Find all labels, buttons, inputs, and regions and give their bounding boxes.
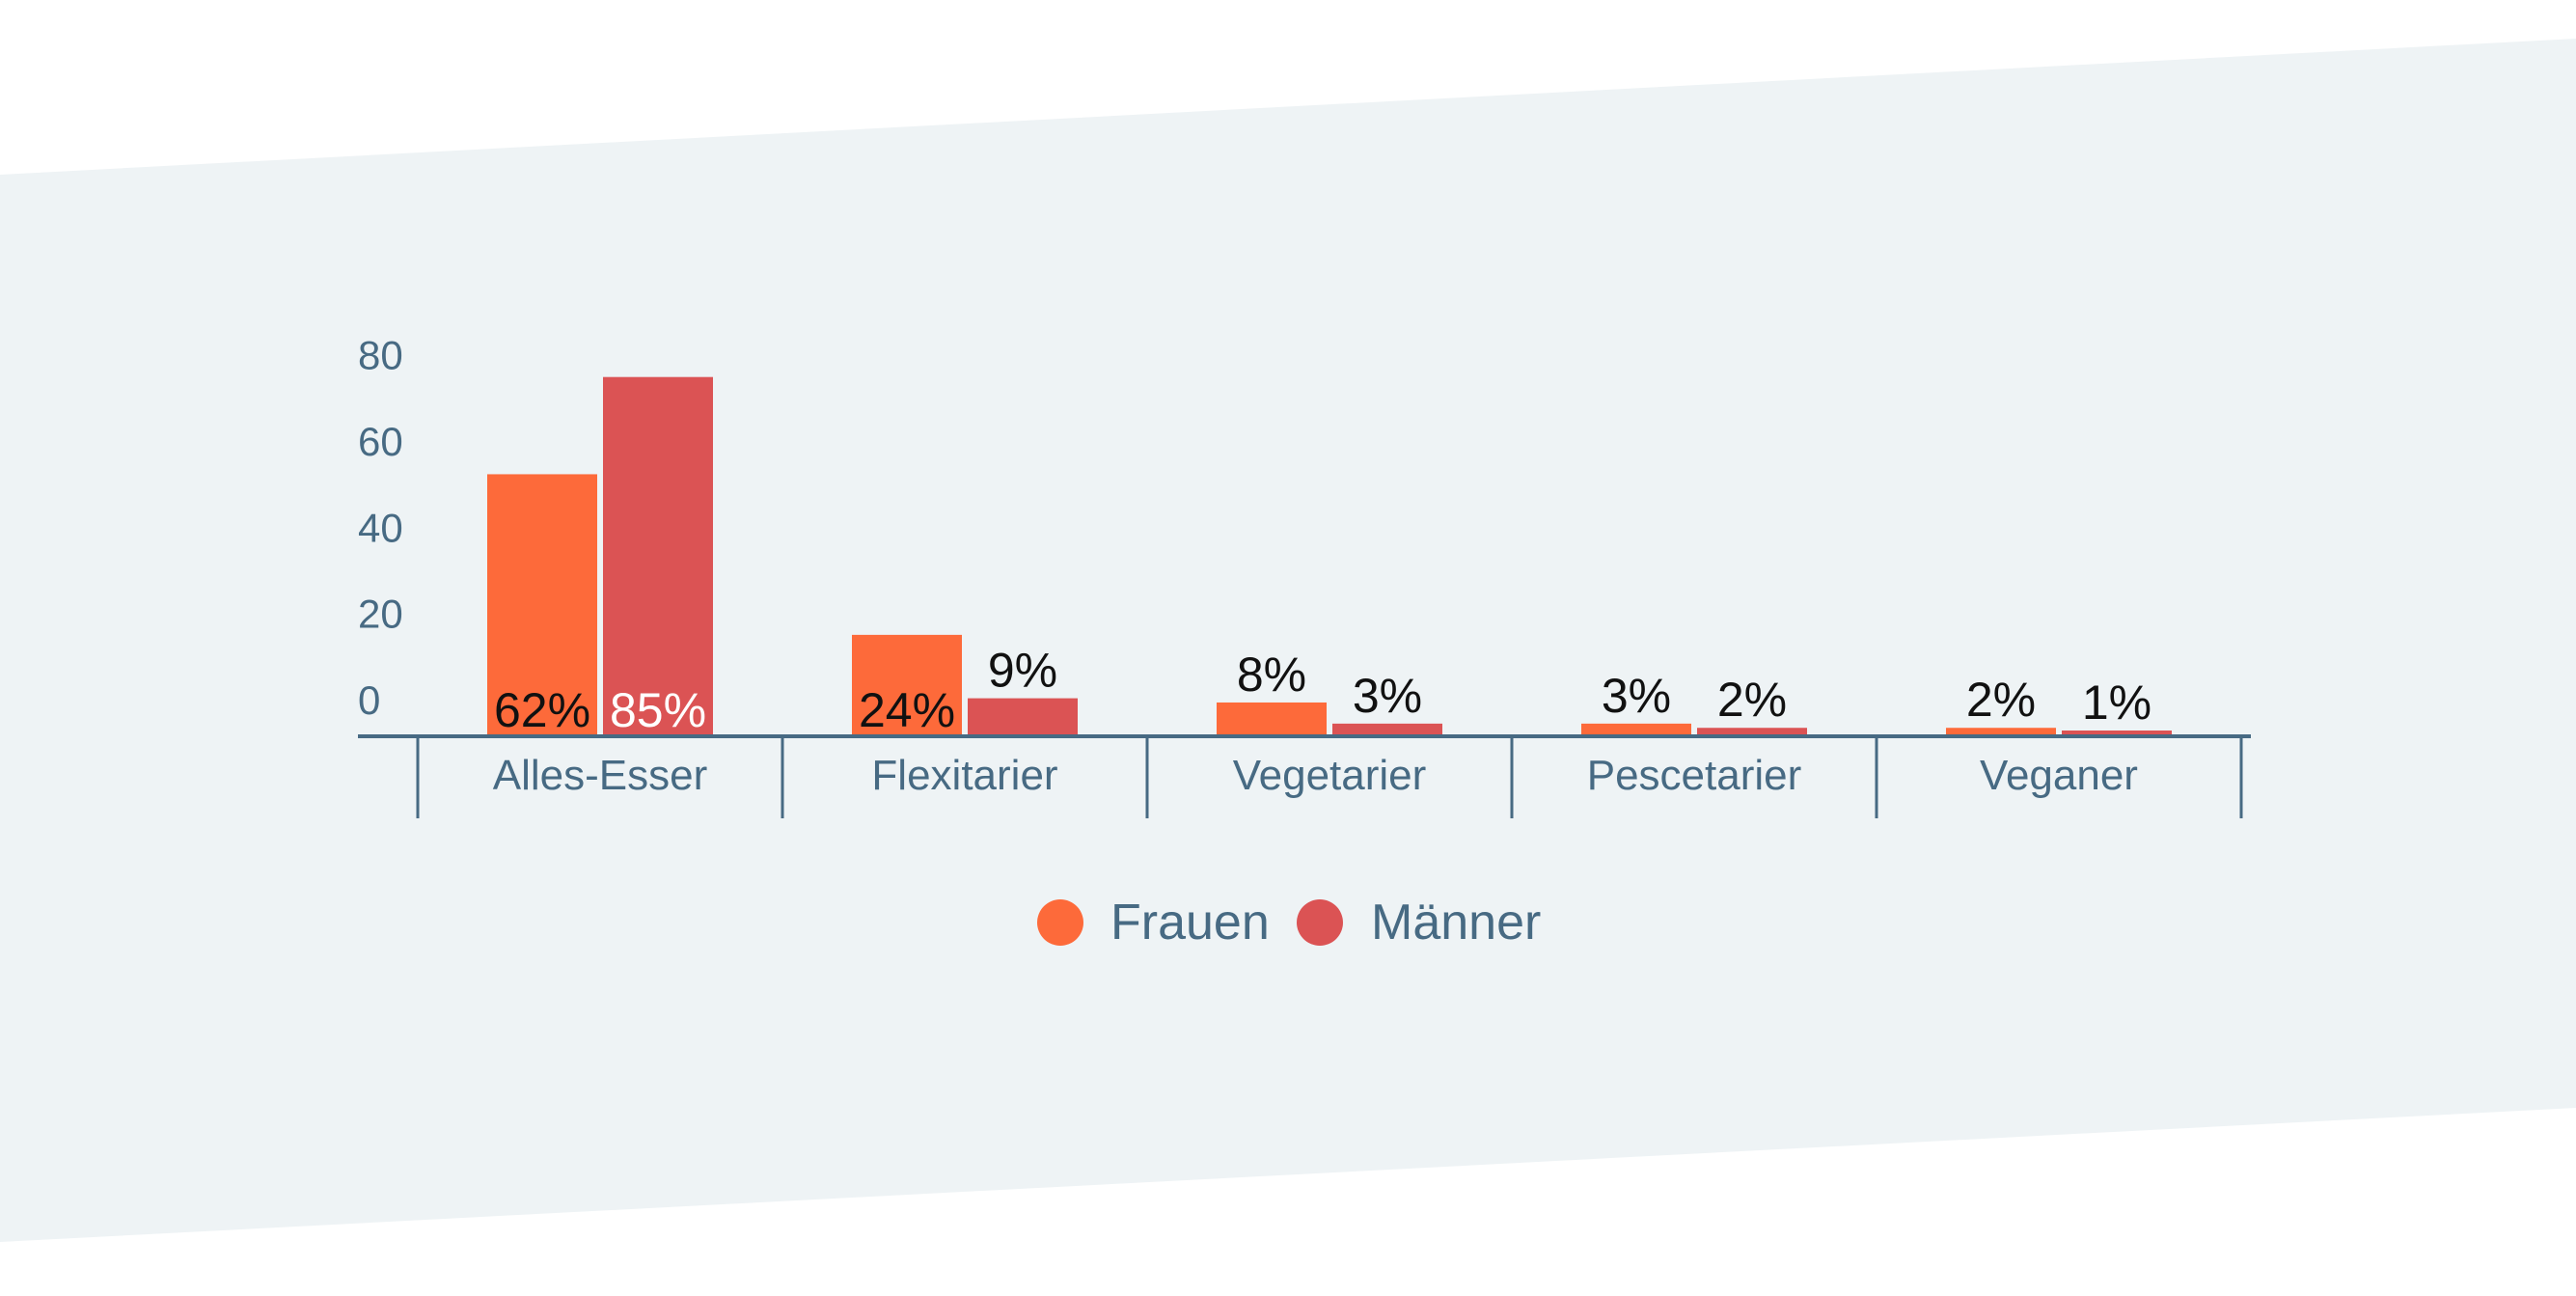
y-tick-label: 20 [358, 592, 403, 637]
bar-männer-2 [1332, 723, 1442, 736]
y-tick-label: 40 [358, 505, 403, 550]
data-label: 2% [1717, 673, 1787, 727]
bar-männer-4 [2062, 731, 2172, 736]
x-axis: Alles-Esser Flexitarier Vegetarier Pescetar… [358, 734, 2251, 818]
x-tick-label: Vegetarier [1233, 752, 1427, 799]
bar-männer-3 [1697, 728, 1807, 736]
legend-label: Frauen [1110, 895, 1270, 951]
background-band [0, 39, 2576, 1242]
data-label: 8% [1237, 648, 1306, 702]
legend-swatch-männer [1297, 899, 1343, 946]
legend: Frauen Männer [1037, 895, 1541, 951]
data-label: 2% [1966, 673, 2036, 727]
bar-frauen-3 [1581, 723, 1691, 736]
bars-group [487, 376, 2172, 736]
bar-männer-1 [968, 698, 1078, 736]
data-label: 9% [988, 644, 1057, 698]
x-tick-label: Veganer [1980, 752, 2138, 799]
data-label: 85% [610, 683, 706, 737]
legend-swatch-frauen [1037, 899, 1083, 946]
y-tick-label: 80 [358, 333, 403, 378]
data-label: 62% [494, 683, 590, 737]
y-tick-label: 0 [358, 677, 380, 723]
bar-frauen-4 [1946, 728, 2056, 736]
legend-label: Männer [1371, 895, 1541, 951]
y-tick-label: 60 [358, 419, 403, 464]
data-label: 1% [2082, 676, 2151, 730]
bar-frauen-0 [487, 474, 597, 736]
data-label: 3% [1602, 669, 1671, 723]
bar-frauen-2 [1217, 702, 1327, 736]
x-tick-label: Flexitarier [871, 752, 1057, 799]
y-axis: 0 20 40 60 80 [358, 333, 403, 723]
x-tick-label: Alles-Esser [493, 752, 708, 799]
bar-labels-group: 62% 85% 24% 9% 8% 3% 3% 2% 2% 1% [494, 644, 2151, 737]
bar-frauen-1 [852, 634, 962, 736]
data-label: 24% [859, 683, 955, 737]
bar-männer-0 [603, 376, 713, 736]
x-tick-label: Pescetarier [1587, 752, 1802, 799]
data-label: 3% [1353, 669, 1422, 723]
